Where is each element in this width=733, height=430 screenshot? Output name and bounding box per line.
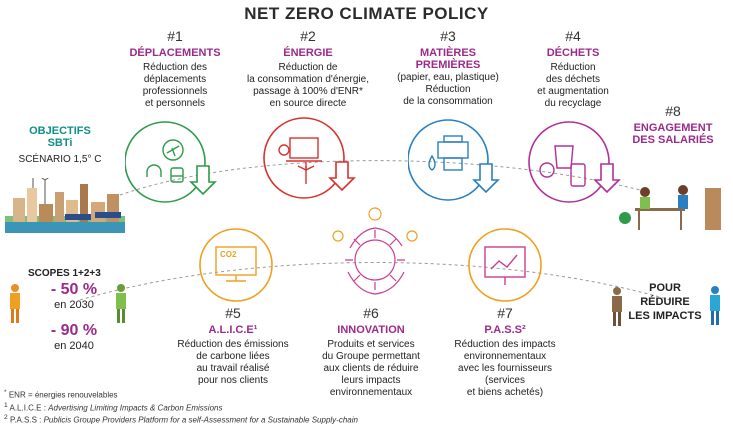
reduce-impacts-label: POUR RÉDUIRE LES IMPACTS (628, 282, 702, 322)
lightbulb-icon (278, 144, 290, 156)
dashed-path-icon (79, 262, 671, 301)
item-number: #7 (497, 305, 513, 321)
item-number: #3 (440, 28, 456, 44)
item-heading: P.A.S.S² (484, 324, 526, 336)
bin-icon (554, 145, 574, 169)
item-description: (papier, eau, plastique) Réduction de la c… (397, 72, 499, 107)
person-icon (612, 287, 622, 326)
target-year: en 2030 (54, 299, 94, 311)
item-description: Réduction des émissions de carbone liées a… (177, 339, 289, 386)
person-icon (678, 185, 688, 195)
person-icon (640, 187, 650, 197)
item-matieres-premieres: #3 MATIÈRES PREMIÈRES (papier, eau, plast… (383, 28, 513, 108)
down-arrow-icon (472, 163, 500, 194)
item-description: Réduction des déplacements professionnels e… (142, 62, 208, 109)
item-heading: INNOVATION (337, 324, 405, 336)
printer-icon (437, 141, 469, 159)
target-value: - 50 % (50, 281, 98, 298)
item-engagement: #8 ENGAGEMENT DES SALARIÉS (618, 103, 728, 146)
item-number: #2 (300, 28, 316, 44)
item-heading: A.L.I.C.E¹ (208, 324, 258, 336)
headset-icon (146, 164, 162, 177)
footnote-enr: * ENR = énergies renouvelables (4, 389, 118, 400)
city-skyline-icon (5, 178, 125, 233)
item-number: #1 (167, 28, 183, 44)
lightbulb-icon (332, 207, 418, 242)
item-alice: #5 A.L.I.C.E¹ Réduction des émissions de … (168, 305, 298, 387)
alice-icon-group: CO2 (199, 228, 273, 302)
innovation-icon-group (332, 207, 418, 295)
objectives-scenario: SCÉNARIO 1,5° C (18, 154, 102, 165)
item-heading: DÉPLACEMENTS (129, 47, 221, 59)
item-description: Produits et services du Groupe permettant… (322, 339, 420, 398)
person-icon (116, 284, 126, 323)
item-description: Réduction des déchets et augmentation du re… (537, 62, 609, 109)
footnote-pass: 2 P.A.S.S : Publicis Groupe Providers Pl… (4, 414, 358, 425)
objectives-heading: OBJECTIFS SBTi (29, 125, 91, 149)
down-arrow-icon (328, 161, 356, 192)
item-innovation: #6 INNOVATION Produits et services du Gro… (306, 305, 436, 399)
recycle-icon (539, 162, 555, 178)
employees-illustration (619, 185, 721, 230)
item-heading: MATIÈRES PREMIÈRES (415, 47, 481, 71)
item-pass: #7 P.A.S.S² Réduction des impacts environ… (440, 305, 570, 399)
item-number: #5 (225, 305, 241, 321)
plane-icon (162, 139, 184, 161)
item-heading: DÉCHETS (546, 47, 600, 59)
laptop-icon (289, 137, 319, 159)
item-deplacements: #1 DÉPLACEMENTS Réduction des déplacement… (115, 28, 235, 110)
water-drop-icon (428, 154, 436, 171)
energie-icon-group (263, 117, 356, 199)
scope-target-2040: - 90 % en 2040 (34, 322, 114, 352)
matieres-icon-group (408, 119, 500, 201)
presentation-board-icon (484, 246, 526, 278)
pass-icon-group (468, 228, 542, 302)
item-description: Réduction de la consommation d'énergie, pa… (247, 62, 369, 109)
smartphone-icon (570, 163, 586, 187)
sun-face-icon (345, 227, 405, 295)
scopes-label: SCOPES 1+2+3 (28, 268, 101, 279)
target-value: - 90 % (50, 322, 98, 339)
item-heading: ENGAGEMENT DES SALARIÉS (632, 122, 714, 146)
deplacements-icon-group (125, 121, 217, 203)
item-dechets: #4 DÉCHETS Réduction des déchets et augmen… (518, 28, 628, 110)
item-number: #4 (565, 28, 581, 44)
person-icon (710, 286, 720, 325)
down-arrow-icon (593, 163, 621, 194)
item-description: Réduction des impacts environnementaux ave… (454, 339, 556, 398)
page-title: NET ZERO CLIMATE POLICY (244, 4, 489, 23)
scope-target-2030: - 50 % en 2030 (34, 281, 114, 311)
item-heading: ÉNERGIE (283, 47, 333, 59)
objectives-block: OBJECTIFS SBTi SCÉNARIO 1,5° C (10, 125, 110, 166)
person-icon (10, 284, 20, 323)
item-number: #8 (665, 103, 681, 119)
down-arrow-icon (189, 165, 217, 196)
item-energie: #2 ÉNERGIE Réduction de la consommation d… (228, 28, 388, 110)
item-number: #6 (363, 305, 379, 321)
co2-label: CO2 (220, 250, 237, 259)
footnotes: * ENR = énergies renouvelables 1 A.L.I.C… (4, 388, 474, 426)
target-year: en 2040 (54, 340, 94, 352)
dashed-path-icon (119, 160, 641, 196)
dechets-icon-group (528, 121, 621, 203)
footnote-alice: 1 A.L.I.C.E : Advertising Limiting Impac… (4, 401, 223, 413)
train-icon (170, 167, 184, 183)
